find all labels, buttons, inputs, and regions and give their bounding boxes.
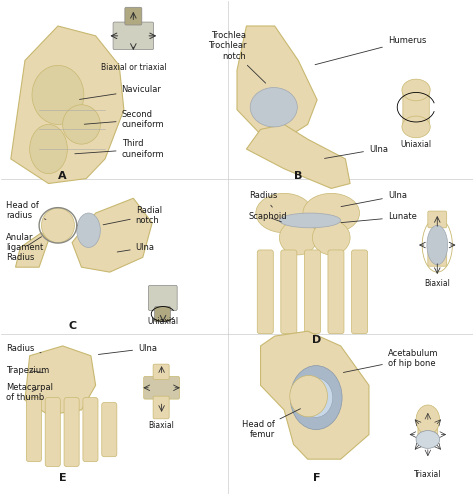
Text: Second
cuneiform: Second cuneiform [84, 110, 164, 129]
Text: C: C [68, 321, 76, 331]
Text: Biaxial or triaxial: Biaxial or triaxial [100, 63, 166, 72]
Ellipse shape [256, 194, 312, 233]
Ellipse shape [250, 88, 297, 127]
FancyBboxPatch shape [328, 250, 344, 334]
Text: F: F [313, 473, 321, 483]
Ellipse shape [77, 213, 100, 248]
FancyBboxPatch shape [27, 397, 41, 462]
Text: Navicular: Navicular [80, 86, 162, 99]
Polygon shape [11, 26, 124, 184]
FancyBboxPatch shape [125, 7, 142, 25]
Polygon shape [16, 233, 48, 267]
FancyBboxPatch shape [153, 396, 169, 419]
Text: Metacarpal
of thumb: Metacarpal of thumb [6, 383, 53, 402]
Text: Ulna: Ulna [117, 243, 155, 252]
Polygon shape [25, 346, 96, 415]
Ellipse shape [41, 208, 74, 243]
Text: Radial
notch: Radial notch [103, 206, 162, 225]
Text: Biaxial: Biaxial [424, 280, 450, 289]
Text: Lunate: Lunate [341, 212, 417, 223]
Ellipse shape [279, 220, 317, 255]
Text: Humerus: Humerus [315, 36, 426, 65]
FancyBboxPatch shape [102, 402, 117, 457]
FancyBboxPatch shape [403, 89, 429, 128]
FancyBboxPatch shape [153, 364, 169, 379]
FancyBboxPatch shape [144, 377, 180, 399]
Text: Uniaxial: Uniaxial [401, 140, 432, 149]
Text: Acetabulum
of hip bone: Acetabulum of hip bone [343, 348, 438, 372]
Ellipse shape [300, 378, 333, 417]
Ellipse shape [32, 65, 84, 124]
Text: Ulna: Ulna [99, 344, 157, 354]
FancyBboxPatch shape [45, 397, 60, 467]
Text: Radius: Radius [6, 344, 41, 353]
Text: Ulna: Ulna [341, 191, 407, 206]
FancyBboxPatch shape [304, 250, 320, 334]
Text: Trochlea
Trochlear
notch: Trochlea Trochlear notch [208, 31, 265, 83]
FancyBboxPatch shape [428, 211, 447, 228]
Ellipse shape [303, 194, 359, 233]
Ellipse shape [402, 79, 430, 101]
FancyBboxPatch shape [352, 250, 367, 334]
Ellipse shape [416, 431, 439, 448]
Polygon shape [237, 26, 317, 139]
Ellipse shape [279, 213, 341, 228]
FancyBboxPatch shape [113, 22, 154, 50]
Text: E: E [59, 473, 66, 483]
Ellipse shape [63, 105, 100, 144]
FancyBboxPatch shape [428, 245, 447, 266]
Ellipse shape [402, 116, 430, 138]
Ellipse shape [290, 366, 342, 430]
FancyBboxPatch shape [148, 286, 177, 310]
Text: Head of
femur: Head of femur [242, 409, 301, 440]
Text: Third
cuneiform: Third cuneiform [75, 140, 164, 159]
FancyBboxPatch shape [257, 250, 273, 334]
Text: Radius: Radius [249, 191, 277, 207]
Text: Triaxial: Triaxial [414, 470, 442, 479]
Ellipse shape [416, 405, 439, 435]
Text: Head of
radius: Head of radius [6, 201, 46, 220]
Text: Biaxial: Biaxial [149, 421, 174, 430]
Ellipse shape [30, 124, 67, 174]
Text: B: B [294, 171, 302, 181]
Text: Trapezium: Trapezium [6, 366, 49, 375]
Text: D: D [312, 336, 322, 346]
Polygon shape [261, 331, 369, 459]
Ellipse shape [312, 220, 350, 255]
Text: Scaphoid: Scaphoid [249, 212, 287, 222]
FancyBboxPatch shape [281, 250, 297, 334]
Polygon shape [246, 124, 350, 189]
FancyBboxPatch shape [155, 306, 171, 322]
Ellipse shape [427, 225, 447, 265]
FancyBboxPatch shape [64, 397, 79, 467]
Text: Ulna: Ulna [325, 145, 388, 158]
FancyBboxPatch shape [418, 418, 438, 441]
Polygon shape [72, 198, 152, 272]
Text: Uniaxial: Uniaxial [147, 317, 179, 326]
Ellipse shape [290, 376, 328, 417]
Text: Anular
ligament
Radius: Anular ligament Radius [6, 233, 43, 262]
Text: A: A [58, 171, 67, 181]
FancyBboxPatch shape [83, 397, 98, 462]
